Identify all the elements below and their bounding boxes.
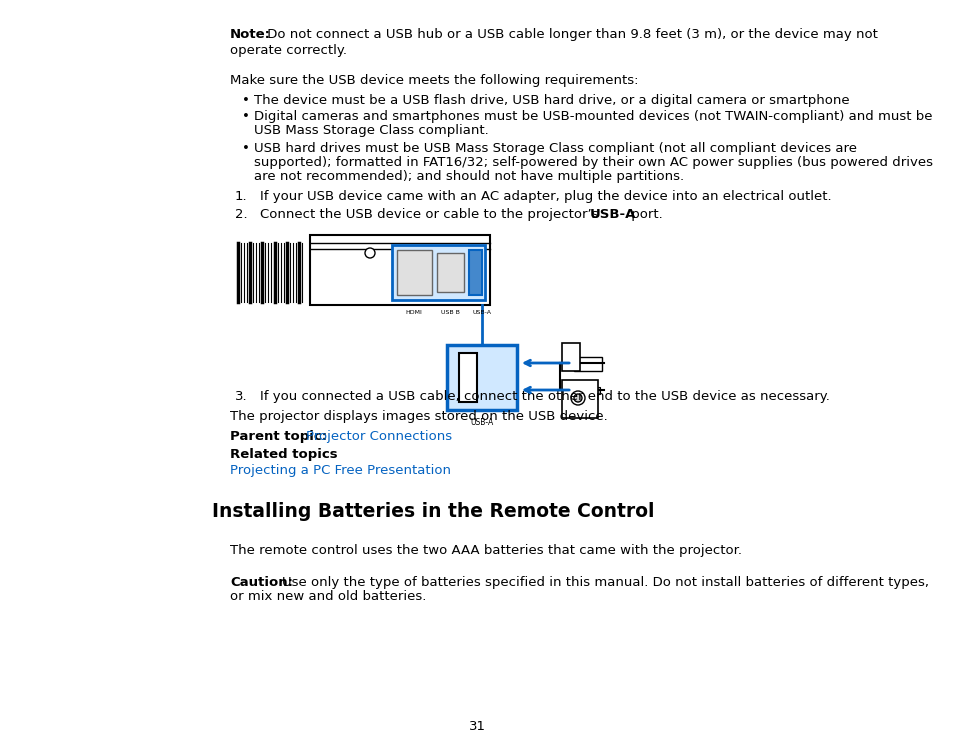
Text: or mix new and old batteries.: or mix new and old batteries. bbox=[230, 590, 426, 603]
Text: Connect the USB device or cable to the projector’s: Connect the USB device or cable to the p… bbox=[260, 208, 602, 221]
Text: •: • bbox=[242, 142, 250, 155]
FancyArrowPatch shape bbox=[524, 387, 569, 393]
Text: 3.: 3. bbox=[234, 390, 248, 403]
Bar bbox=[574, 357, 601, 371]
Text: USB-A: USB-A bbox=[589, 208, 636, 221]
Text: Do not connect a USB hub or a USB cable longer than 9.8 feet (3 m), or the devic: Do not connect a USB hub or a USB cable … bbox=[263, 28, 877, 41]
Text: The device must be a USB flash drive, USB hard drive, or a digital camera or sma: The device must be a USB flash drive, US… bbox=[253, 94, 849, 107]
Text: USB Mass Storage Class compliant.: USB Mass Storage Class compliant. bbox=[253, 124, 488, 137]
Text: HDMI: HDMI bbox=[405, 310, 422, 315]
Text: port.: port. bbox=[626, 208, 662, 221]
Text: Installing Batteries in the Remote Control: Installing Batteries in the Remote Contr… bbox=[212, 502, 654, 521]
Text: Related topics: Related topics bbox=[230, 448, 337, 461]
Text: supported); formatted in FAT16/32; self-powered by their own AC power supplies (: supported); formatted in FAT16/32; self-… bbox=[253, 156, 932, 169]
Text: USB-A: USB-A bbox=[470, 418, 493, 427]
Bar bbox=[561, 380, 598, 418]
Bar bbox=[458, 353, 476, 402]
FancyArrowPatch shape bbox=[524, 360, 569, 366]
Text: Make sure the USB device meets the following requirements:: Make sure the USB device meets the follo… bbox=[230, 74, 638, 87]
Bar bbox=[592, 387, 599, 394]
Text: 31: 31 bbox=[468, 720, 485, 733]
Text: are not recommended); and should not have multiple partitions.: are not recommended); and should not hav… bbox=[253, 170, 683, 183]
Text: •: • bbox=[242, 110, 250, 123]
Circle shape bbox=[365, 248, 375, 258]
Text: USB-A: USB-A bbox=[472, 310, 491, 315]
Text: Projecting a PC Free Presentation: Projecting a PC Free Presentation bbox=[230, 464, 451, 477]
Text: 1.: 1. bbox=[234, 190, 248, 203]
Bar bbox=[396, 250, 432, 295]
Text: USB B: USB B bbox=[440, 310, 459, 315]
Text: Parent topic:: Parent topic: bbox=[230, 430, 327, 443]
Bar bbox=[574, 383, 592, 398]
Text: •: • bbox=[242, 94, 250, 107]
Bar bbox=[469, 250, 481, 295]
Text: The projector displays images stored on the USB device.: The projector displays images stored on … bbox=[230, 410, 607, 423]
Text: operate correctly.: operate correctly. bbox=[230, 44, 347, 57]
Circle shape bbox=[574, 394, 581, 402]
Text: The remote control uses the two AAA batteries that came with the projector.: The remote control uses the two AAA batt… bbox=[230, 544, 741, 557]
Text: Use only the type of batteries specified in this manual. Do not install batterie: Use only the type of batteries specified… bbox=[282, 576, 928, 589]
Text: Note:: Note: bbox=[230, 28, 271, 41]
Text: 2.: 2. bbox=[234, 208, 248, 221]
Bar bbox=[447, 345, 517, 410]
Text: Projector Connections: Projector Connections bbox=[306, 430, 452, 443]
Text: Digital cameras and smartphones must be USB-mounted devices (not TWAIN-compliant: Digital cameras and smartphones must be … bbox=[253, 110, 931, 123]
Circle shape bbox=[571, 391, 584, 405]
Text: If your USB device came with an AC adapter, plug the device into an electrical o: If your USB device came with an AC adapt… bbox=[260, 190, 831, 203]
Bar bbox=[436, 253, 463, 292]
Text: USB hard drives must be USB Mass Storage Class compliant (not all compliant devi: USB hard drives must be USB Mass Storage… bbox=[253, 142, 856, 155]
Text: Caution:: Caution: bbox=[230, 576, 293, 589]
Bar bbox=[561, 343, 579, 371]
Bar bbox=[392, 245, 484, 300]
Text: If you connected a USB cable, connect the other end to the USB device as necessa: If you connected a USB cable, connect th… bbox=[260, 390, 829, 403]
Bar bbox=[310, 235, 490, 305]
